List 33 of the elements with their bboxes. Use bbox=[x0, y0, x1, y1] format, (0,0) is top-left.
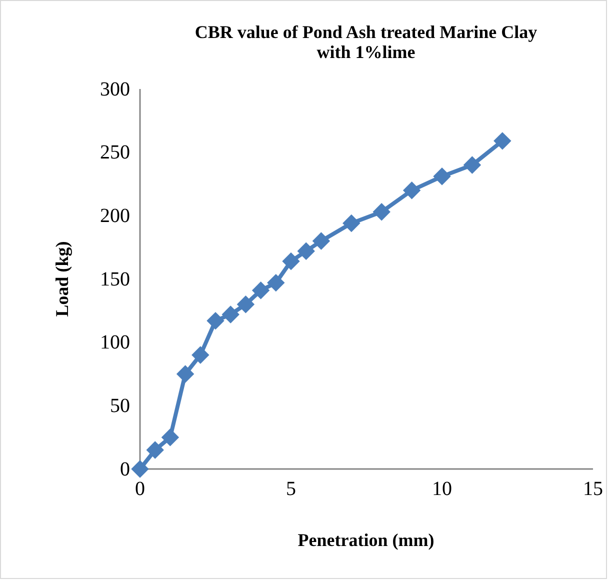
point bbox=[192, 346, 210, 364]
x-tick-label: 0 bbox=[135, 478, 145, 500]
point bbox=[131, 460, 149, 478]
point bbox=[146, 441, 164, 459]
y-axis-title: Load (kg) bbox=[52, 241, 72, 317]
y-tick-label: 300 bbox=[100, 78, 130, 100]
point bbox=[297, 242, 315, 260]
point bbox=[161, 428, 180, 446]
point bbox=[402, 181, 421, 200]
point bbox=[252, 282, 270, 300]
point bbox=[282, 252, 300, 270]
x-tick-label: 10 bbox=[432, 478, 452, 500]
point bbox=[312, 232, 330, 250]
point bbox=[433, 168, 451, 186]
point bbox=[372, 203, 390, 221]
chart-title: CBR value of Pond Ash treated Marine Clay with 1%lime bbox=[194, 22, 538, 62]
point bbox=[206, 312, 224, 330]
y-tick-label: 50 bbox=[110, 395, 130, 418]
point bbox=[463, 156, 482, 174]
point bbox=[176, 365, 194, 383]
x-tick-label: 15 bbox=[583, 478, 603, 500]
x-tick-label: 5 bbox=[286, 478, 296, 500]
point bbox=[236, 295, 255, 314]
y-tick-label: 250 bbox=[100, 142, 130, 164]
point bbox=[222, 306, 240, 324]
y-tick-label: 100 bbox=[100, 332, 130, 354]
point bbox=[342, 214, 360, 232]
point bbox=[267, 274, 285, 292]
y-tick-label: 200 bbox=[100, 205, 130, 228]
y-tick-label: 150 bbox=[100, 268, 130, 290]
x-axis-title: Penetration (mm) bbox=[298, 530, 434, 550]
y-tick-label: 0 bbox=[120, 458, 130, 480]
point bbox=[494, 132, 512, 150]
